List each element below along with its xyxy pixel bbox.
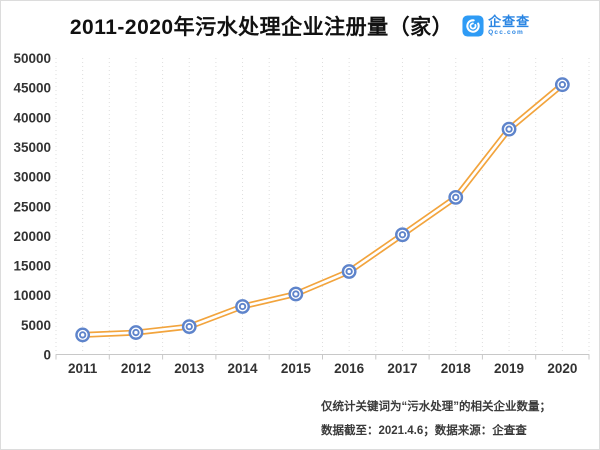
- x-axis-label: 2017: [387, 361, 417, 376]
- marker-inner-ring: [132, 328, 140, 337]
- marker-inner-ring: [185, 322, 193, 331]
- qcc-logo-text: 企查查 Qcc.com: [488, 15, 530, 37]
- chart-footnote: 仅统计关键词为“污水处理”的相关企业数量； 数据截至：2021.4.6；数据来源…: [321, 395, 551, 443]
- data-point-marker: [501, 121, 517, 137]
- marker-inner-ring: [292, 290, 300, 298]
- chart-header: 2011-2020年污水处理企业注册量（家） 企查查 Qcc.com: [1, 5, 599, 47]
- data-point-marker: [288, 286, 304, 302]
- data-point-marker: [181, 319, 197, 335]
- qcc-brand-name: 企查查: [488, 14, 531, 30]
- x-axis-label: 2014: [228, 361, 259, 376]
- x-axis-label: 2011: [68, 361, 98, 376]
- y-axis-labels: 0 5000 10000 15000 20000 25000 30000 35000 40000…: [13, 51, 51, 363]
- x-axis-label: 2018: [441, 361, 472, 376]
- data-point-marker: [75, 327, 91, 343]
- y-axis-label: 40000: [13, 110, 51, 125]
- marker-inner-ring: [452, 193, 460, 202]
- x-axis-label: 2015: [281, 361, 312, 376]
- x-axis-labels: 2011 2012 2013 2014 2015 2016 2017 2018 2019 2020: [68, 361, 577, 376]
- x-axis-label: 2012: [121, 361, 151, 376]
- y-axis-label: 35000: [13, 140, 51, 155]
- data-point-marker: [554, 77, 570, 93]
- series-line: [79, 81, 566, 338]
- data-point-marker: [235, 299, 250, 314]
- qcc-spiral-c-icon: [462, 15, 484, 37]
- data-point-markers: [75, 77, 570, 343]
- y-axis-label: 5000: [21, 318, 51, 333]
- marker-inner-ring: [345, 267, 353, 276]
- data-point-marker: [448, 189, 464, 205]
- y-axis-label: 25000: [13, 199, 51, 214]
- vertical-gridlines: [55, 58, 590, 355]
- y-axis-label: 30000: [13, 170, 51, 185]
- y-axis-label: 50000: [13, 51, 51, 66]
- series-line-core: [81, 83, 564, 337]
- marker-inner-ring: [398, 231, 407, 239]
- footnote-line-2: 数据截至：2021.4.6；数据来源：企查查: [321, 425, 527, 437]
- x-axis-label: 2013: [174, 361, 205, 376]
- footnote-line-1: 仅统计关键词为“污水处理”的相关企业数量；: [321, 401, 551, 413]
- marker-inner-ring: [558, 81, 566, 89]
- y-axis-label: 0: [43, 348, 51, 363]
- data-point-marker: [341, 264, 357, 279]
- x-axis: [55, 354, 590, 360]
- data-point-marker: [395, 227, 410, 243]
- qcc-logo: 企查查 Qcc.com: [462, 15, 530, 37]
- chart-title: 2011-2020年污水处理企业注册量（家）: [69, 16, 454, 39]
- data-point-marker: [128, 325, 144, 340]
- marker-inner-ring: [505, 125, 513, 133]
- y-axis-label: 20000: [13, 229, 51, 244]
- y-axis-label: 15000: [13, 259, 51, 274]
- marker-inner-ring: [238, 302, 247, 311]
- qcc-domain: Qcc.com: [488, 29, 524, 37]
- y-axis-label: 10000: [13, 288, 51, 303]
- x-axis-label: 2020: [547, 361, 577, 376]
- x-axis-label: 2019: [494, 361, 524, 376]
- x-axis-label: 2016: [334, 361, 365, 376]
- marker-inner-ring: [79, 331, 87, 339]
- y-axis-label: 45000: [13, 81, 51, 96]
- line-chart: 0 5000 10000 15000 20000 25000 30000 35000 40000…: [13, 51, 590, 376]
